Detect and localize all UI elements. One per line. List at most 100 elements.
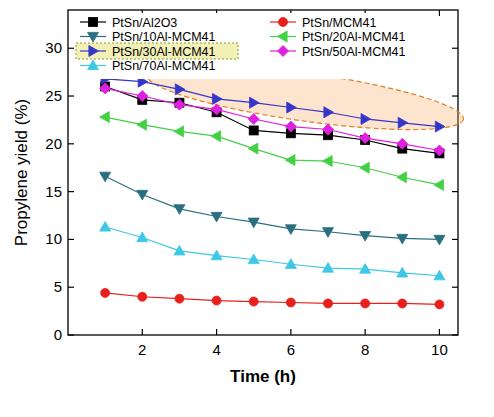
y-tick-label: 25 bbox=[45, 87, 62, 104]
series-marker bbox=[323, 124, 334, 135]
legend-label: PtSn/MCM41 bbox=[302, 16, 376, 30]
legend: PtSn/Al2O3PtSn/MCM41PtSn/10Al-MCM41PtSn/… bbox=[74, 13, 406, 79]
series-marker bbox=[248, 218, 259, 228]
series-marker bbox=[323, 228, 334, 238]
series-marker bbox=[324, 107, 334, 118]
x-tick-label: 10 bbox=[431, 341, 448, 358]
y-tick-right bbox=[452, 191, 458, 192]
x-tick-label: 2 bbox=[138, 341, 146, 358]
series-marker bbox=[397, 267, 408, 277]
legend-marker bbox=[89, 18, 98, 27]
series-marker bbox=[249, 126, 258, 135]
series-line bbox=[105, 117, 439, 185]
series-marker bbox=[248, 143, 258, 154]
x-tick-label: 6 bbox=[287, 341, 295, 358]
x-tick-label: 4 bbox=[212, 341, 220, 358]
series-marker bbox=[360, 162, 370, 173]
y-tick-right bbox=[452, 239, 458, 240]
series-marker bbox=[175, 84, 185, 95]
series-marker bbox=[398, 117, 408, 128]
series-marker bbox=[174, 205, 185, 215]
series-marker bbox=[285, 155, 295, 166]
series-marker bbox=[100, 112, 110, 123]
y-tick bbox=[68, 191, 74, 192]
series-marker bbox=[435, 300, 444, 309]
series-marker bbox=[397, 138, 408, 149]
y-axis-label: Propylene yield (%) bbox=[12, 99, 31, 246]
series-marker bbox=[285, 259, 296, 269]
series-marker bbox=[250, 97, 260, 108]
series-marker bbox=[398, 299, 407, 308]
series-marker bbox=[137, 232, 148, 242]
x-tick bbox=[290, 329, 291, 335]
legend-marker bbox=[89, 46, 99, 57]
y-tick-right bbox=[452, 48, 458, 49]
series-marker bbox=[174, 126, 184, 137]
plot-frame bbox=[68, 10, 458, 335]
y-tick-label: 30 bbox=[45, 39, 62, 56]
x-tick bbox=[439, 329, 440, 335]
series-marker bbox=[434, 235, 445, 245]
series-marker bbox=[397, 234, 408, 244]
series-marker bbox=[174, 99, 185, 110]
y-tick-label: 20 bbox=[45, 135, 62, 152]
series-line bbox=[105, 79, 439, 127]
series-marker bbox=[100, 83, 111, 94]
series-marker bbox=[175, 294, 184, 303]
legend-highlight bbox=[76, 43, 238, 59]
series-marker bbox=[323, 263, 334, 273]
series-marker bbox=[101, 288, 110, 297]
y-tick-right bbox=[452, 334, 458, 335]
series-marker bbox=[212, 296, 221, 305]
y-tick bbox=[68, 334, 74, 335]
legend-label: PtSn/30Al-MCM41 bbox=[112, 45, 216, 59]
series-marker bbox=[360, 133, 371, 144]
series-group bbox=[100, 73, 445, 309]
series-marker bbox=[324, 299, 333, 308]
series-marker bbox=[360, 264, 371, 274]
series-marker bbox=[360, 231, 371, 241]
series-marker bbox=[434, 270, 445, 280]
y-tick-right bbox=[452, 95, 458, 96]
series-marker bbox=[212, 93, 222, 104]
y-tick-label: 10 bbox=[45, 230, 62, 247]
legend-marker bbox=[278, 46, 289, 57]
y-tick-label: 5 bbox=[54, 278, 62, 295]
series-line bbox=[105, 86, 439, 153]
series-marker bbox=[287, 102, 297, 113]
legend-label: PtSn/50Al-MCM41 bbox=[302, 45, 406, 59]
series-marker bbox=[286, 298, 295, 307]
series-marker bbox=[248, 113, 259, 124]
series-marker bbox=[100, 221, 111, 231]
series-marker bbox=[434, 179, 444, 190]
legend-marker bbox=[88, 60, 99, 70]
legend-marker bbox=[88, 32, 99, 42]
series-marker bbox=[211, 250, 222, 260]
y-tick bbox=[68, 48, 74, 49]
series-marker bbox=[285, 225, 296, 235]
series-marker bbox=[361, 113, 371, 124]
series-marker bbox=[211, 212, 222, 222]
series-marker bbox=[211, 104, 222, 115]
y-tick-right bbox=[452, 287, 458, 288]
y-tick-label: 0 bbox=[54, 326, 62, 343]
x-tick bbox=[142, 329, 143, 335]
x-tick bbox=[365, 329, 366, 335]
series-marker bbox=[249, 297, 258, 306]
legend-label: PtSn/Al2O3 bbox=[112, 16, 177, 30]
series-line bbox=[105, 176, 439, 239]
y-tick bbox=[68, 239, 74, 240]
y-tick bbox=[68, 143, 74, 144]
y-tick bbox=[68, 95, 74, 96]
series-marker bbox=[397, 172, 407, 183]
chart: 051015202530246810Time (h)Propylene yiel… bbox=[0, 0, 494, 417]
x-axis-label: Time (h) bbox=[230, 367, 296, 386]
x-tick-top bbox=[439, 10, 440, 16]
y-tick-right bbox=[452, 143, 458, 144]
series-marker bbox=[434, 145, 445, 156]
x-tick bbox=[216, 329, 217, 335]
x-tick-label: 8 bbox=[361, 341, 369, 358]
series-marker bbox=[137, 190, 148, 200]
series-line bbox=[105, 227, 439, 276]
legend-label: PtSn/20Al-MCM41 bbox=[302, 30, 406, 44]
